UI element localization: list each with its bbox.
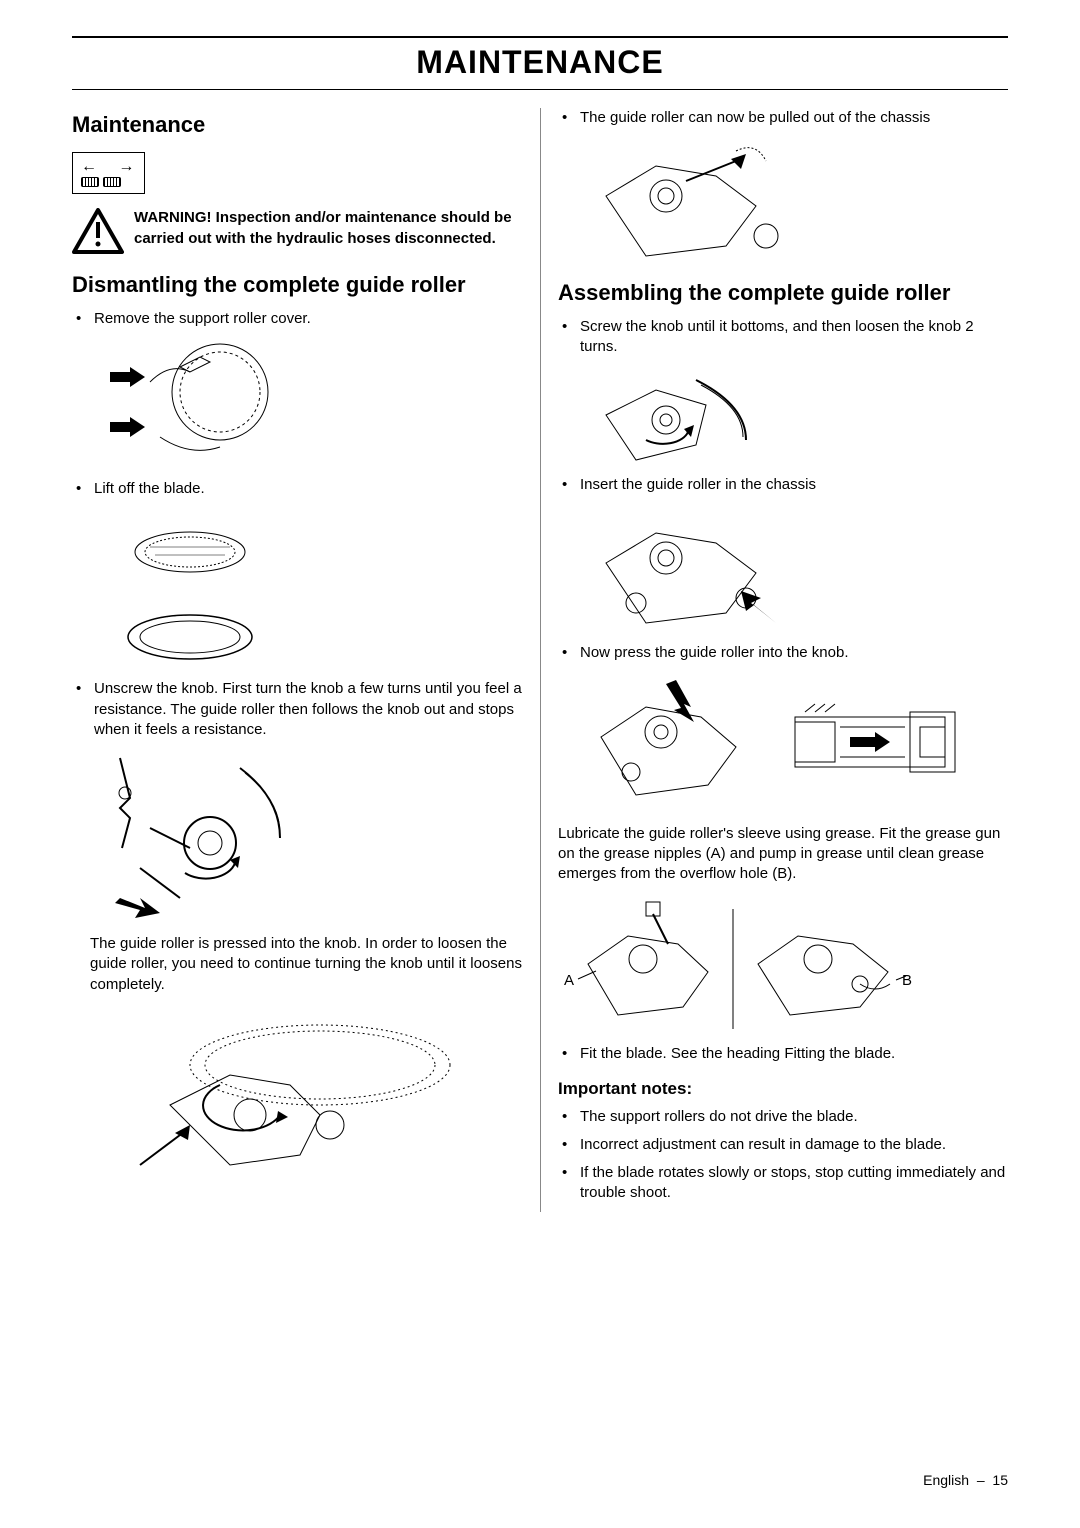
warning-block: WARNING! Inspection and/or maintenance s…: [72, 208, 522, 254]
bullet-press-roller: Now press the guide roller into the knob…: [558, 643, 1008, 663]
figure-loosen-knob: [90, 1005, 470, 1195]
page: MAINTENANCE Maintenance ← → WARNING! Ins…: [0, 0, 1080, 1528]
bullet-fit-blade: Fit the blade. See the heading Fitting t…: [558, 1044, 1008, 1064]
para-guide-pressed: The guide roller is pressed into the kno…: [90, 934, 522, 995]
figure-screw-knob: [576, 365, 776, 475]
bullet-unscrew-knob: Unscrew the knob. First turn the knob a …: [72, 679, 522, 740]
label-b: B: [902, 972, 912, 989]
footer-language: English: [923, 1472, 969, 1488]
arrows-icon: ← →: [81, 159, 136, 175]
bullet-lift-blade: Lift off the blade.: [72, 479, 522, 499]
figure-unscrew-knob: [90, 748, 310, 928]
figure-pull-out: [576, 136, 796, 276]
bullet-screw-knob: Screw the knob until it bottoms, and the…: [558, 317, 1008, 358]
hoses-icon: [81, 177, 136, 187]
right-column: The guide roller can now be pulled out o…: [540, 108, 1008, 1212]
heading-important-notes: Important notes:: [558, 1079, 1008, 1099]
figure-press-roller-left: [576, 672, 766, 812]
label-a: A: [564, 972, 574, 989]
figure-press-roller-pair: [576, 672, 1008, 812]
warning-triangle-icon: [72, 208, 124, 254]
figure-insert-roller: [576, 503, 796, 643]
footer-sep: –: [977, 1472, 985, 1488]
bullet-pull-out: The guide roller can now be pulled out o…: [558, 108, 1008, 128]
note-3: If the blade rotates slowly or stops, st…: [558, 1163, 1008, 1204]
figure-lift-blade: [90, 507, 290, 667]
figure-press-roller-right: [780, 672, 970, 812]
heading-maintenance: Maintenance: [72, 112, 522, 138]
footer-page-number: 15: [992, 1472, 1008, 1488]
bullet-insert-roller: Insert the guide roller in the chassis: [558, 475, 1008, 495]
columns: Maintenance ← → WARNING! Inspection and/…: [72, 108, 1008, 1212]
rule-bottom: [72, 89, 1008, 90]
hose-disconnect-icon: ← →: [72, 152, 145, 194]
heading-dismantle: Dismantling the complete guide roller: [72, 272, 522, 298]
figure-remove-cover: [90, 337, 290, 467]
bullet-remove-cover: Remove the support roller cover.: [72, 309, 522, 329]
note-2: Incorrect adjustment can result in damag…: [558, 1135, 1008, 1155]
heading-assemble: Assembling the complete guide roller: [558, 280, 1008, 306]
left-column: Maintenance ← → WARNING! Inspection and/…: [72, 108, 540, 1212]
figure-lubricate: A B: [558, 894, 918, 1044]
column-divider: [540, 108, 541, 1212]
page-footer: English – 15: [923, 1472, 1008, 1488]
warning-text: WARNING! Inspection and/or maintenance s…: [134, 208, 522, 249]
para-lubricate: Lubricate the guide roller's sleeve usin…: [558, 824, 1008, 885]
note-1: The support rollers do not drive the bla…: [558, 1107, 1008, 1127]
page-title: MAINTENANCE: [72, 38, 1008, 89]
